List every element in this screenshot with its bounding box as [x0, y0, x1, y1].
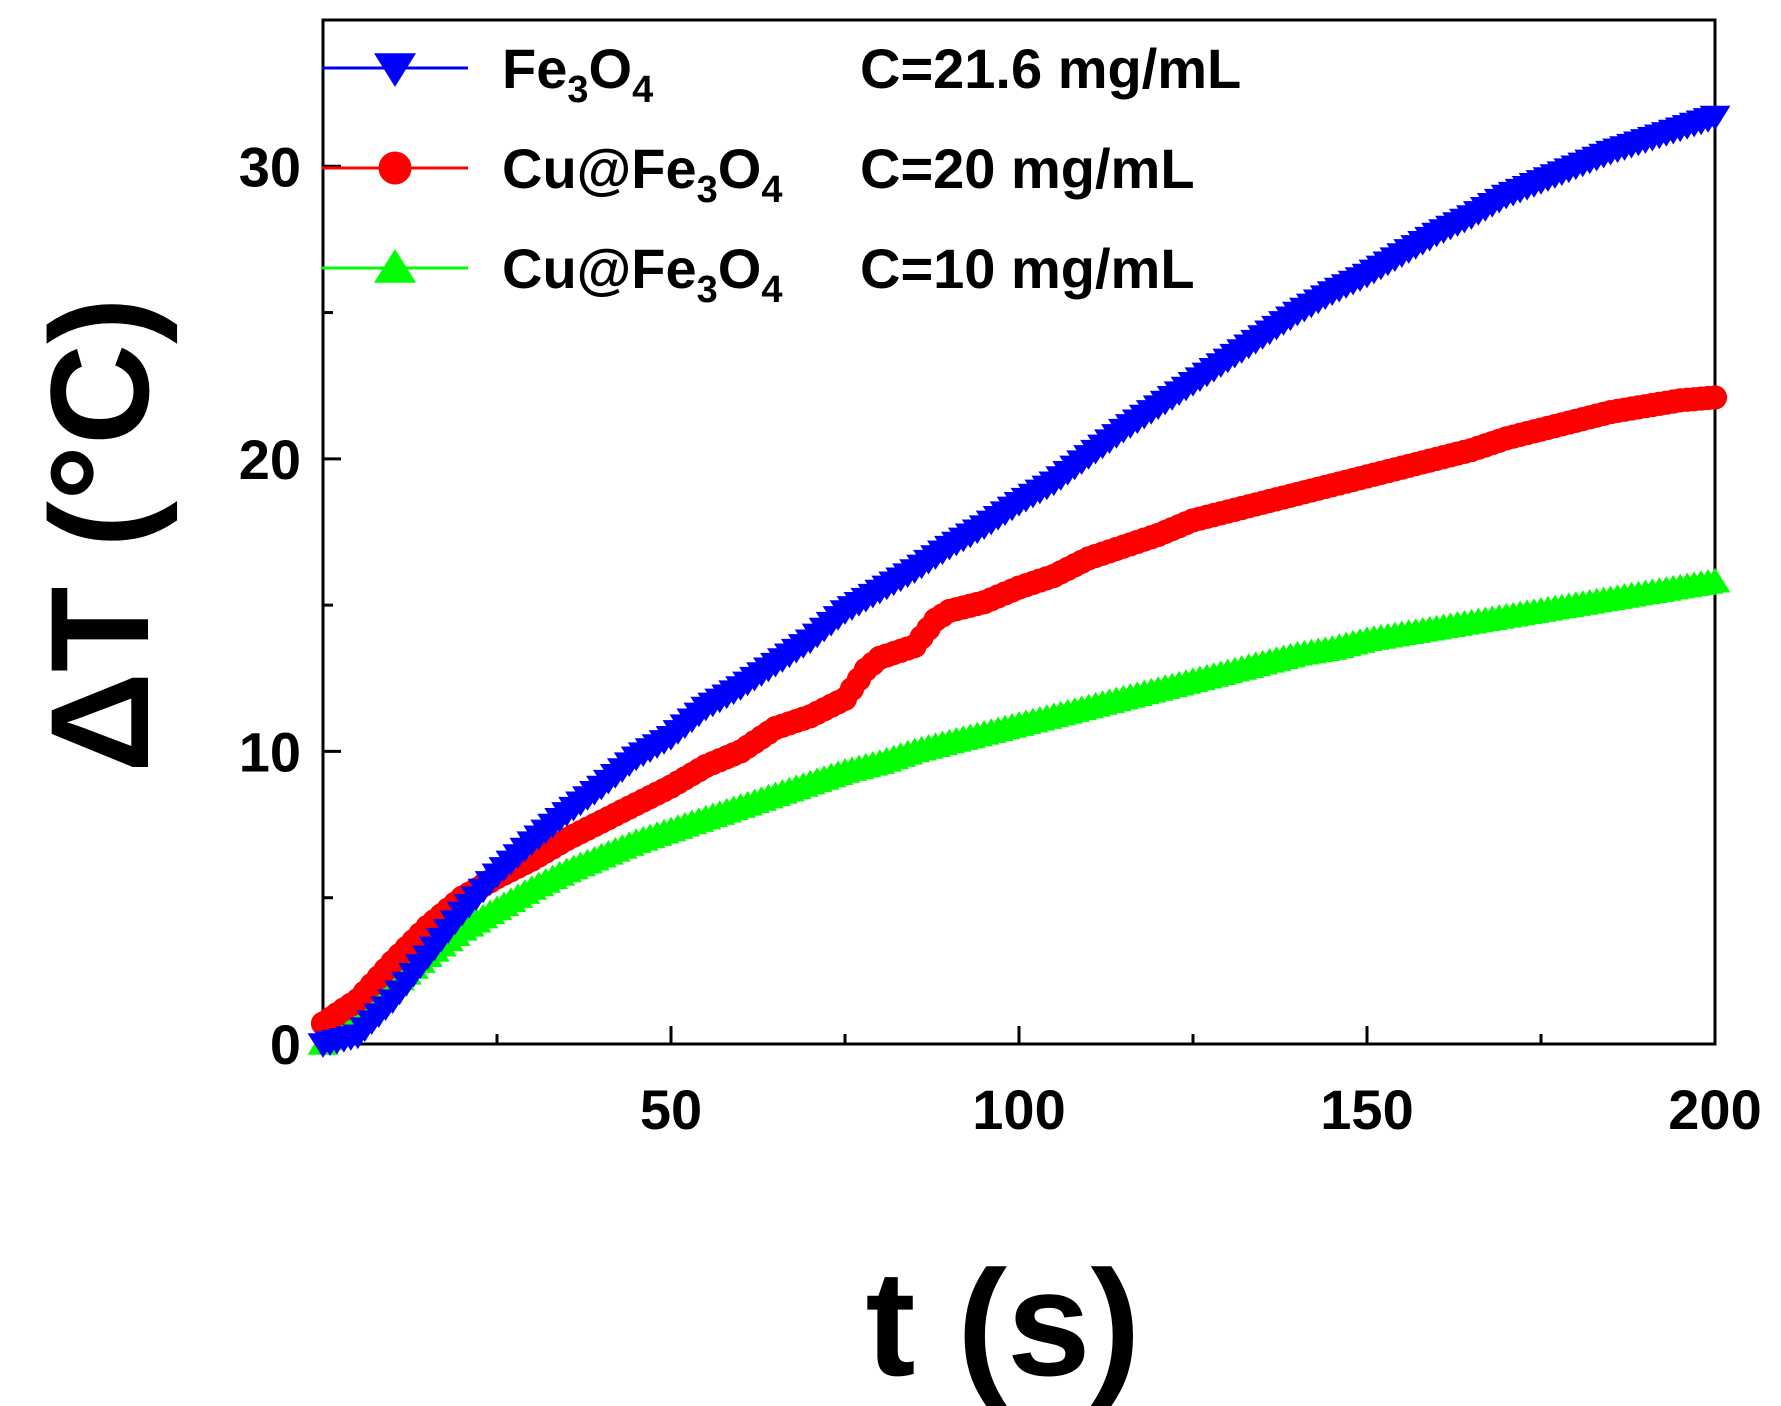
legend-marker	[378, 151, 412, 185]
legend-concentration: C=10 mg/mL	[860, 237, 1195, 300]
y-axis: 0 10 20 30	[239, 135, 341, 1076]
legend-concentration: C=20 mg/mL	[860, 137, 1195, 200]
legend-item-1: Fe3O4 C=21.6 mg/mL	[322, 37, 1241, 111]
series-line	[321, 578, 1716, 1047]
series-1	[307, 105, 1731, 1058]
legend-item-2: Cu@Fe3O4 C=20 mg/mL	[322, 137, 1195, 211]
legend-marker	[374, 53, 416, 87]
legend-label: Cu@Fe3O4	[502, 237, 782, 311]
x-axis-title: t (s)	[866, 1239, 1141, 1406]
y-tick-label: 10	[239, 720, 301, 783]
data-point	[1702, 385, 1728, 410]
x-tick-label: 200	[1668, 1078, 1761, 1141]
x-tick-label: 100	[972, 1078, 1065, 1141]
series-layer	[307, 105, 1731, 1058]
y-tick-label: 30	[239, 135, 301, 198]
legend-item-3: Cu@Fe3O4 C=10 mg/mL	[322, 237, 1195, 311]
data-point	[1699, 105, 1731, 131]
series-2	[310, 385, 1728, 1036]
legend-marker	[374, 249, 416, 283]
legend-concentration: C=21.6 mg/mL	[860, 37, 1241, 100]
x-tick-label: 150	[1320, 1078, 1413, 1141]
legend-label: Cu@Fe3O4	[502, 137, 782, 211]
x-axis: 50 100 150 200	[495, 1026, 1762, 1141]
series-3	[307, 567, 1731, 1055]
y-axis-title: ΔT (°C)	[21, 297, 178, 772]
y-tick-label: 0	[270, 1013, 301, 1076]
legend-label: Fe3O4	[502, 37, 653, 111]
x-tick-label: 50	[640, 1078, 702, 1141]
data-point	[1699, 567, 1731, 593]
y-tick-label: 20	[239, 428, 301, 491]
